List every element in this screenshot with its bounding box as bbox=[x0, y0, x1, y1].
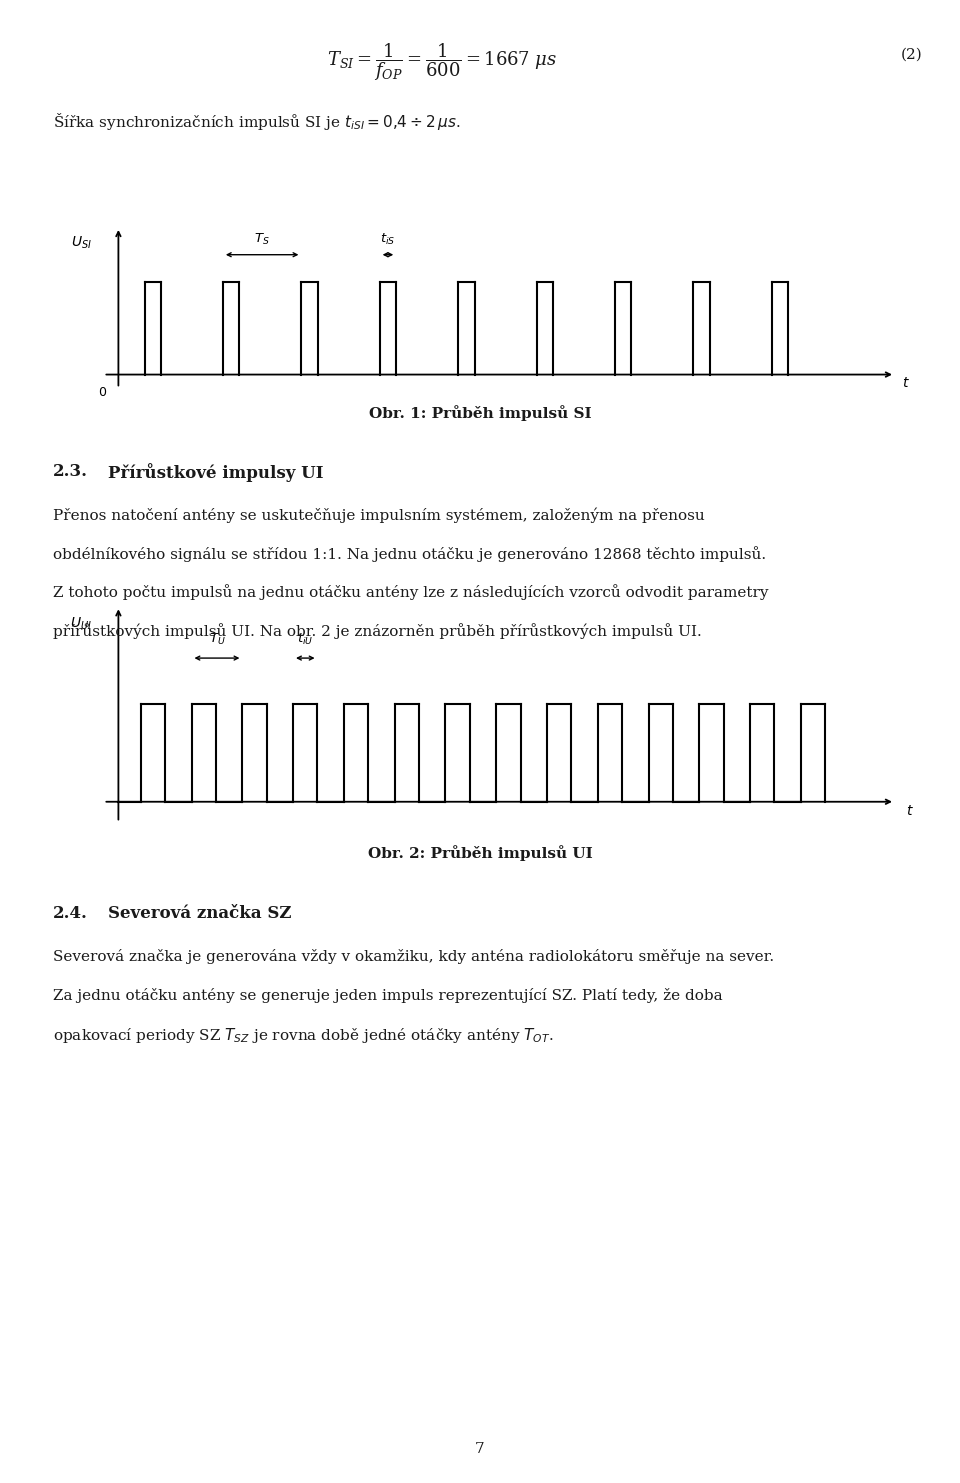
Text: $0$: $0$ bbox=[98, 386, 108, 399]
Text: $T_{SI} = \dfrac{1}{f_{OP}} = \dfrac{1}{600} = 1667\ \mu s$: $T_{SI} = \dfrac{1}{f_{OP}} = \dfrac{1}{… bbox=[326, 42, 557, 83]
Text: Severová značka je generována vždy v okamžiku, kdy anténa radiolokátoru směřuje : Severová značka je generována vždy v oka… bbox=[53, 949, 774, 964]
Text: Severová značka SZ: Severová značka SZ bbox=[108, 905, 292, 921]
Text: $T_U$: $T_U$ bbox=[208, 632, 226, 647]
Text: $t_{iU}$: $t_{iU}$ bbox=[298, 632, 314, 647]
Text: Přírůstkové impulsy UI: Přírůstkové impulsy UI bbox=[108, 463, 324, 482]
Text: (2): (2) bbox=[901, 47, 923, 61]
Text: $U_{UI}$: $U_{UI}$ bbox=[70, 615, 92, 632]
Text: Šířka synchronizačních impulsů SI je $t_{iSI} = 0{,}4 \div 2\,\mu s$.: Šířka synchronizačních impulsů SI je $t_… bbox=[53, 111, 461, 132]
Text: přírůstkových impulsů UI. Na obr. 2 je znázorněn průběh přírůstkových impulsů UI: přírůstkových impulsů UI. Na obr. 2 je z… bbox=[53, 623, 702, 639]
Text: Z tohoto počtu impulsů na jednu otáčku antény lze z následujících vzorců odvodit: Z tohoto počtu impulsů na jednu otáčku a… bbox=[53, 584, 768, 601]
Text: $t$: $t$ bbox=[906, 804, 914, 819]
Text: $U_{SI}$: $U_{SI}$ bbox=[71, 234, 92, 251]
Text: $T_S$: $T_S$ bbox=[254, 233, 270, 248]
Text: Přenos natočení antény se uskutečňuje impulsním systémem, založeným na přenosu: Přenos natočení antény se uskutečňuje im… bbox=[53, 507, 705, 522]
Text: 7: 7 bbox=[475, 1443, 485, 1456]
Text: 2.3.: 2.3. bbox=[53, 463, 87, 479]
Text: Obr. 2: Průběh impulsů UI: Obr. 2: Průběh impulsů UI bbox=[368, 845, 592, 862]
Text: 2.4.: 2.4. bbox=[53, 905, 87, 921]
Text: opakovací periody SZ $T_{SZ}$ je rovna době jedné otáčky antény $T_{OT}$.: opakovací periody SZ $T_{SZ}$ je rovna d… bbox=[53, 1026, 554, 1046]
Text: $t_{iS}$: $t_{iS}$ bbox=[380, 233, 396, 248]
Text: Obr. 1: Průběh impulsů SI: Obr. 1: Průběh impulsů SI bbox=[369, 405, 591, 421]
Text: $t$: $t$ bbox=[902, 377, 910, 390]
Text: Za jednu otáčku antény se generuje jeden impuls reprezentující SZ. Platí tedy, ž: Za jednu otáčku antény se generuje jeden… bbox=[53, 988, 723, 1003]
Text: obdélníkového signálu se střídou 1:1. Na jednu otáčku je generováno 12868 těchto: obdélníkového signálu se střídou 1:1. Na… bbox=[53, 546, 766, 562]
